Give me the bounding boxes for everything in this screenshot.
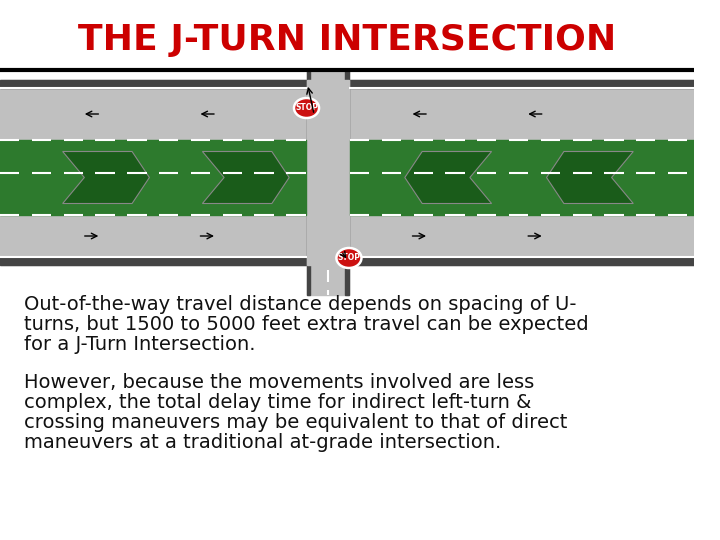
Bar: [0, 140, 305, 215]
Polygon shape: [546, 152, 634, 204]
Text: maneuvers at a traditional at-grade intersection.: maneuvers at a traditional at-grade inte…: [24, 433, 501, 452]
Text: turns, but 1500 to 5000 feet extra travel can be expected: turns, but 1500 to 5000 feet extra trave…: [24, 315, 589, 334]
Text: STOP: STOP: [338, 253, 361, 262]
Text: for a J-Turn Intersection.: for a J-Turn Intersection.: [24, 335, 256, 354]
Bar: [307, 70, 310, 295]
Bar: [307, 80, 349, 265]
Ellipse shape: [336, 248, 361, 268]
Text: crossing maneuvers may be equivalent to that of direct: crossing maneuvers may be equivalent to …: [24, 413, 567, 432]
Text: Out-of-the-way travel distance depends on spacing of U-: Out-of-the-way travel distance depends o…: [24, 295, 577, 314]
Text: complex, the total delay time for indirect left-turn &: complex, the total delay time for indire…: [24, 393, 531, 412]
Ellipse shape: [294, 98, 319, 118]
Bar: [0, 80, 694, 88]
Text: THE J-TURN INTERSECTION: THE J-TURN INTERSECTION: [78, 23, 616, 57]
Bar: [307, 70, 349, 295]
Bar: [350, 140, 694, 215]
Text: STOP: STOP: [295, 104, 318, 112]
Polygon shape: [405, 152, 492, 204]
Bar: [0, 257, 694, 265]
Text: However, because the movements involved are less: However, because the movements involved …: [24, 373, 534, 392]
Bar: [0, 80, 694, 265]
Polygon shape: [63, 152, 150, 204]
Bar: [345, 70, 349, 295]
Polygon shape: [202, 152, 289, 204]
